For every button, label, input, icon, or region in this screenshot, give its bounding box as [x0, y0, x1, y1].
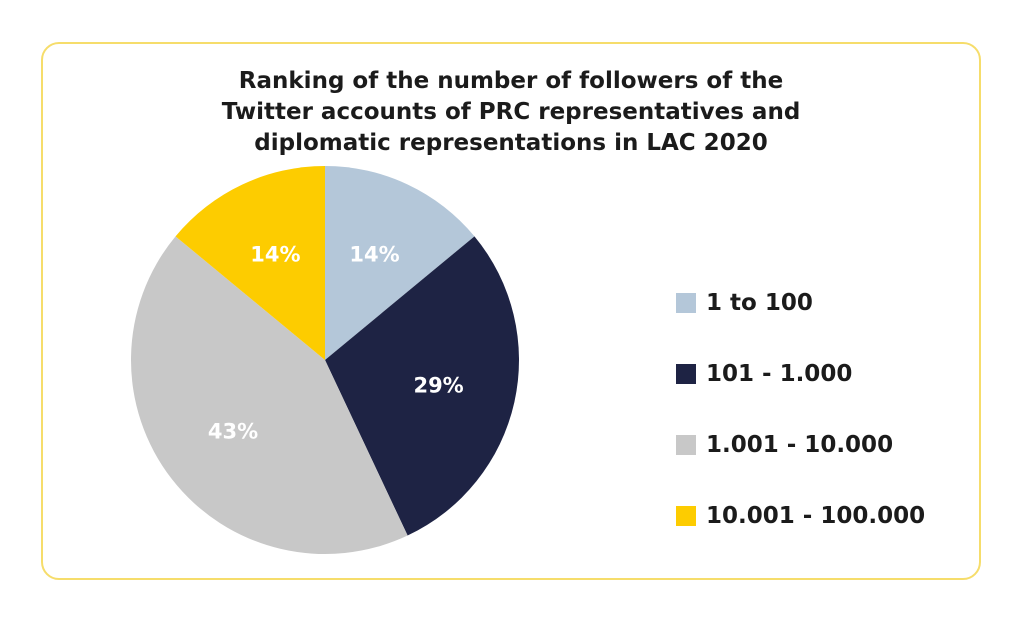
- pie-slice-4: [175, 166, 325, 360]
- pie-slice-label-4: 14%: [250, 243, 300, 267]
- legend-item-3: 1.001 - 10.000: [676, 431, 925, 459]
- pie-slice-2: [325, 236, 519, 536]
- pie-slice-3: [130, 236, 408, 554]
- pie-slice-label-3: 43%: [208, 419, 258, 443]
- legend-swatch-4: [676, 506, 696, 526]
- chart-title-line-3: diplomatic representations in LAC 2020: [254, 130, 768, 156]
- legend-swatch-2: [676, 364, 696, 384]
- legend-item-2: 101 - 1.000: [676, 360, 925, 388]
- legend-label-4: 10.001 - 100.000: [706, 503, 926, 529]
- chart-title-line-2: Twitter accounts of PRC representatives …: [221, 99, 801, 125]
- chart-title: Ranking of the number of followers of th…: [43, 66, 979, 159]
- legend-swatch-3: [676, 435, 696, 455]
- legend-item-4: 10.001 - 100.000: [676, 502, 925, 530]
- pie-slice-label-2: 29%: [413, 373, 463, 397]
- legend-item-1: 1 to 100: [676, 289, 925, 317]
- legend-label-3: 1.001 - 10.000: [706, 432, 894, 458]
- legend-swatch-1: [676, 293, 696, 313]
- legend-label-2: 101 - 1.000: [706, 361, 853, 387]
- pie-slice-1: [325, 166, 475, 360]
- chart-title-line-1: Ranking of the number of followers of th…: [238, 68, 784, 94]
- pie-slice-label-1: 14%: [349, 243, 399, 267]
- chart-legend: 1 to 100 101 - 1.000 1.001 - 10.000 10.0…: [676, 289, 925, 573]
- legend-label-1: 1 to 100: [706, 290, 813, 316]
